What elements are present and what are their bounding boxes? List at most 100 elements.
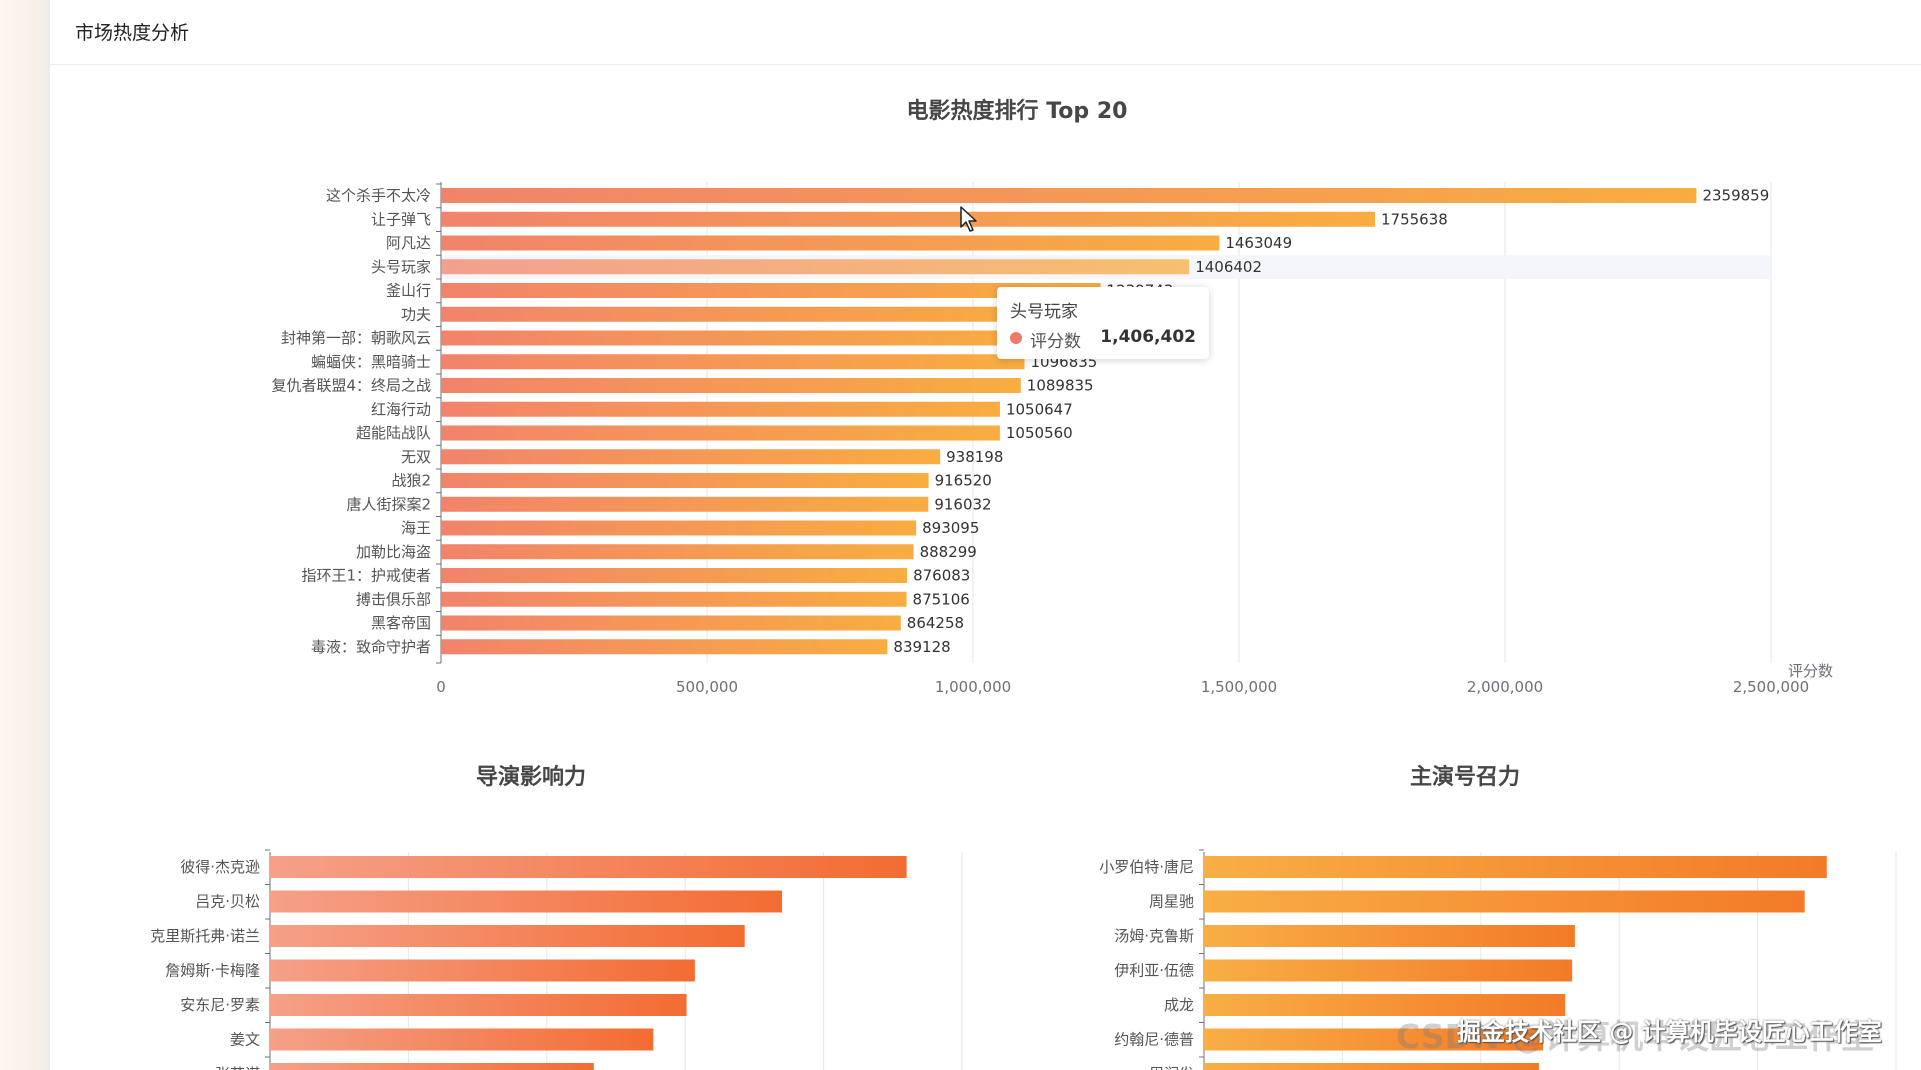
y-category-label: 周星驰 — [1149, 893, 1194, 911]
bar-value-label: 864258 — [907, 614, 964, 632]
bar — [270, 925, 745, 947]
y-category-label: 周润发 — [1149, 1065, 1194, 1070]
y-category-label: 海王 — [401, 519, 431, 537]
y-category-label: 搏击俱乐部 — [356, 590, 431, 608]
bar — [441, 354, 1025, 370]
y-category-label: 姜文 — [230, 1031, 260, 1049]
y-category-label: 汤姆·克鲁斯 — [1114, 927, 1194, 945]
bar-value-label: 1050647 — [1006, 400, 1073, 418]
bar-value-label: 893095 — [922, 519, 979, 537]
bar-value-label: 916520 — [935, 472, 992, 490]
bar — [441, 283, 1101, 298]
x-axis-name: 评分数 — [1788, 662, 1833, 680]
y-category-label: 指环王1：护戒使者 — [301, 567, 431, 585]
bar-value-label: 1406402 — [1195, 258, 1262, 276]
bar — [1204, 856, 1827, 878]
y-category-label: 小罗伯特·唐尼 — [1099, 858, 1194, 876]
bar — [441, 568, 908, 583]
bar-value-label: 875106 — [913, 590, 970, 608]
bar — [441, 520, 917, 536]
bar-value-label: 888299 — [920, 543, 977, 561]
bar — [441, 496, 929, 512]
y-category-label: 黑客帝国 — [371, 614, 431, 632]
bar — [441, 188, 1697, 203]
tooltip-title: 头号玩家 — [1010, 302, 1078, 322]
y-category-label: 阿凡达 — [386, 234, 431, 252]
bar-value-label: 876083 — [913, 567, 970, 585]
bar — [270, 1028, 654, 1051]
bar — [270, 994, 687, 1016]
chart-title: 电影热度排行 Top 20 — [907, 98, 1128, 124]
chart-tooltip: 头号玩家 评分数 1,406,402 — [997, 287, 1209, 359]
tooltip-value: 1,406,402 — [1100, 327, 1196, 347]
chart-title: 导演影响力 — [476, 764, 586, 790]
bar — [441, 401, 1000, 417]
y-category-label: 功夫 — [401, 305, 431, 323]
bar — [270, 856, 907, 878]
bar — [441, 378, 1021, 393]
chart-title: 主演号召力 — [1410, 764, 1520, 790]
bar — [441, 211, 1375, 227]
bar — [441, 544, 914, 560]
x-tick-label: 0 — [436, 678, 446, 696]
y-category-label: 封神第一部：朝歌风云 — [281, 329, 431, 347]
bar-value-label: 2359859 — [1702, 187, 1769, 205]
bar — [441, 639, 888, 655]
bar — [441, 235, 1220, 251]
y-category-label: 张艺谋 — [215, 1065, 260, 1070]
left-sidebar-strip — [0, 0, 50, 1070]
bar — [441, 330, 1034, 346]
x-tick-label: 500,000 — [676, 678, 738, 696]
y-category-label: 无双 — [401, 448, 431, 466]
y-category-label: 红海行动 — [371, 400, 431, 418]
x-tick-label: 2,000,000 — [1467, 678, 1543, 696]
bar-value-label: 1755638 — [1381, 210, 1448, 228]
y-category-label: 釜山行 — [386, 282, 431, 300]
bar-value-label: 916032 — [934, 495, 991, 513]
bar — [270, 959, 695, 982]
y-category-label: 唐人街探案2 — [346, 495, 431, 513]
bar — [441, 306, 1057, 322]
y-category-label: 这个杀手不太冷 — [326, 187, 431, 205]
y-category-label: 成龙 — [1164, 996, 1194, 1014]
bar — [270, 890, 783, 913]
y-category-label: 复仇者联盟4：终局之战 — [271, 377, 431, 395]
bar — [1204, 1063, 1539, 1070]
bar-value-label: 1050560 — [1006, 424, 1073, 442]
y-category-label: 克里斯托弗·诺兰 — [150, 927, 260, 945]
panel-header: 市场热度分析 — [50, 0, 1921, 65]
y-category-label: 约翰尼·德普 — [1114, 1031, 1194, 1049]
bar — [441, 591, 907, 607]
y-category-label: 毒液：致命守护者 — [311, 638, 431, 656]
bar — [1204, 994, 1566, 1016]
bar — [441, 615, 901, 631]
y-category-label: 战狼2 — [391, 472, 431, 490]
tooltip-series-name: 评分数 — [1030, 332, 1081, 352]
bar-value-label: 1089835 — [1027, 377, 1094, 395]
y-category-label: 安东尼·罗素 — [180, 996, 260, 1014]
bar — [441, 259, 1190, 275]
y-category-label: 加勒比海盗 — [356, 543, 431, 561]
bar-value-label: 839128 — [893, 638, 950, 656]
bar — [1204, 890, 1805, 913]
bar — [441, 473, 929, 488]
y-category-label: 吕克·贝松 — [195, 893, 260, 911]
bar — [441, 449, 941, 465]
y-category-label: 詹姆斯·卡梅隆 — [165, 962, 260, 980]
x-tick-label: 2,500,000 — [1733, 678, 1809, 696]
page-title: 市场热度分析 — [75, 22, 190, 44]
watermark-csdn: CSDN @计算机毕设匠心工作室 — [1396, 1017, 1875, 1056]
watermark-juejin: 掘金技术社区 @ 计算机毕设匠心工作室 — [1457, 1018, 1882, 1046]
bar — [441, 425, 1000, 441]
y-category-label: 蝙蝠侠：黑暗骑士 — [311, 353, 431, 371]
bar — [1204, 959, 1573, 982]
y-category-label: 彼得·杰克逊 — [180, 858, 260, 876]
mouse-cursor-icon — [960, 206, 977, 232]
bar-value-label: 1463049 — [1225, 234, 1292, 252]
y-category-label: 头号玩家 — [371, 258, 431, 276]
bar-value-label: 938198 — [946, 448, 1003, 466]
bar — [270, 1063, 594, 1070]
bar — [1204, 925, 1575, 947]
